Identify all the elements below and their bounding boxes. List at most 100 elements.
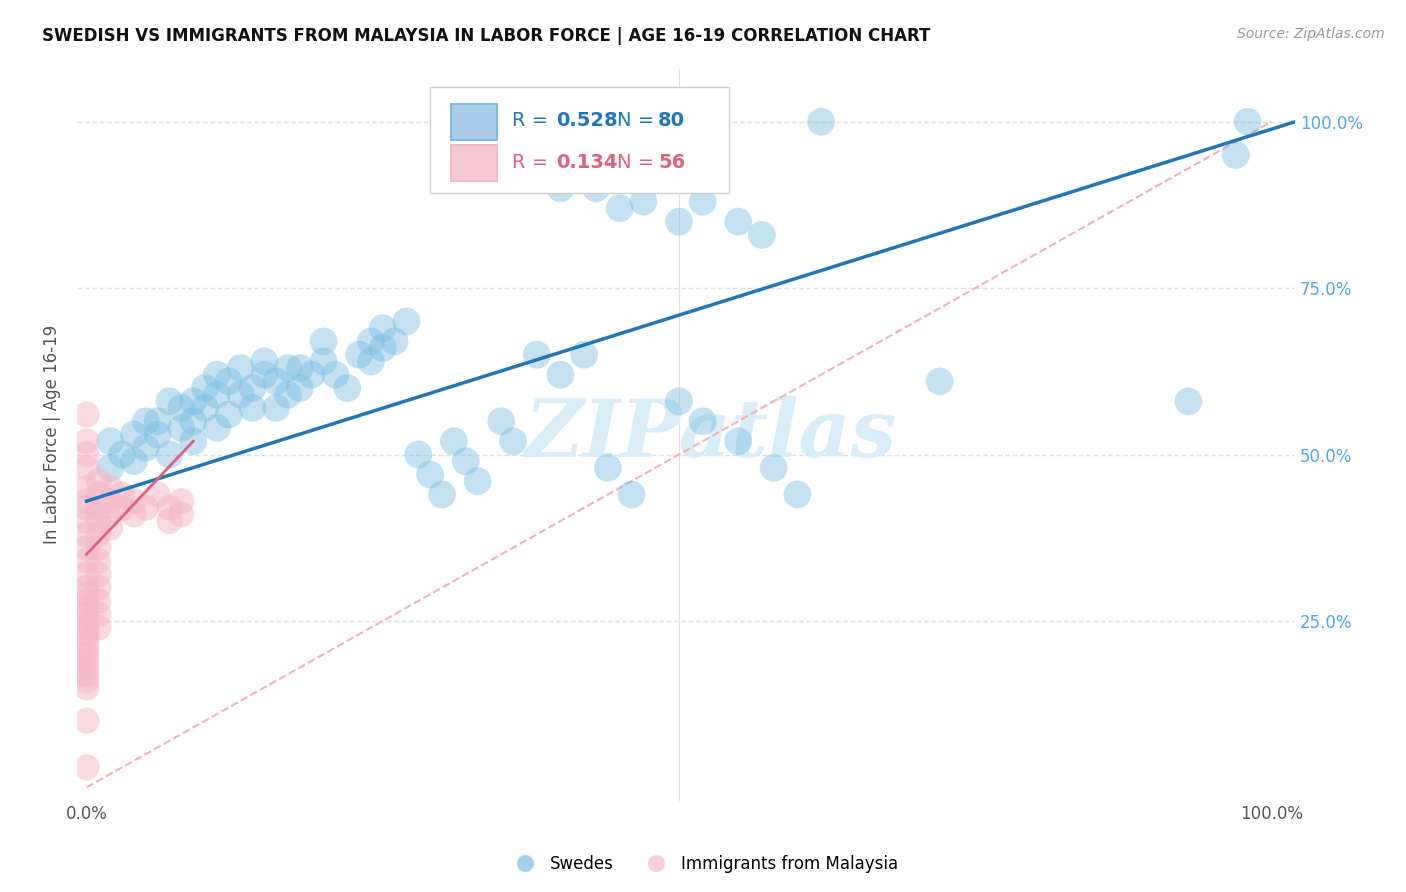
Point bbox=[325, 368, 347, 382]
Point bbox=[135, 500, 157, 515]
Point bbox=[181, 414, 204, 428]
Point bbox=[159, 514, 181, 528]
Point bbox=[242, 381, 264, 395]
Point bbox=[76, 567, 98, 582]
Y-axis label: In Labor Force | Age 16-19: In Labor Force | Age 16-19 bbox=[44, 325, 60, 544]
Point bbox=[633, 194, 655, 209]
Point bbox=[371, 321, 394, 335]
Point bbox=[76, 654, 98, 668]
Point bbox=[360, 334, 382, 349]
Point bbox=[76, 607, 98, 622]
Point bbox=[692, 194, 714, 209]
Point bbox=[170, 421, 193, 435]
Point bbox=[609, 202, 631, 216]
Point bbox=[122, 427, 145, 442]
Point bbox=[159, 448, 181, 462]
Text: 0.134: 0.134 bbox=[555, 153, 617, 172]
Point bbox=[928, 374, 950, 388]
Point bbox=[76, 554, 98, 568]
Point bbox=[242, 401, 264, 415]
Point bbox=[146, 414, 169, 428]
Point bbox=[692, 414, 714, 428]
Point bbox=[76, 673, 98, 688]
Point bbox=[76, 514, 98, 528]
Point bbox=[384, 334, 406, 349]
Point bbox=[87, 514, 110, 528]
Point bbox=[76, 587, 98, 601]
Point bbox=[76, 647, 98, 661]
Point bbox=[668, 214, 690, 228]
Point bbox=[87, 621, 110, 635]
Point bbox=[76, 500, 98, 515]
Point bbox=[87, 594, 110, 608]
Point bbox=[727, 434, 749, 449]
Point bbox=[727, 214, 749, 228]
Point bbox=[572, 348, 595, 362]
Point bbox=[87, 554, 110, 568]
Point bbox=[1225, 148, 1247, 162]
Point bbox=[170, 494, 193, 508]
Text: 0.528: 0.528 bbox=[555, 111, 617, 130]
Point bbox=[668, 394, 690, 409]
Text: N =: N = bbox=[617, 111, 661, 130]
Point bbox=[76, 494, 98, 508]
Point bbox=[229, 387, 252, 401]
Point bbox=[76, 633, 98, 648]
Point bbox=[194, 401, 217, 415]
Point bbox=[264, 374, 287, 388]
Point bbox=[550, 368, 572, 382]
Point bbox=[122, 508, 145, 522]
Point bbox=[596, 460, 619, 475]
Point bbox=[194, 381, 217, 395]
Text: 56: 56 bbox=[658, 153, 685, 172]
Point bbox=[87, 487, 110, 501]
Point bbox=[76, 541, 98, 555]
Point bbox=[87, 607, 110, 622]
Point bbox=[312, 354, 335, 368]
Legend: Swedes, Immigrants from Malaysia: Swedes, Immigrants from Malaysia bbox=[502, 848, 904, 880]
Point bbox=[277, 387, 299, 401]
Point bbox=[218, 374, 240, 388]
Point bbox=[489, 414, 512, 428]
Text: 80: 80 bbox=[658, 111, 685, 130]
Point bbox=[371, 341, 394, 355]
Point bbox=[264, 401, 287, 415]
Point bbox=[76, 481, 98, 495]
Point bbox=[408, 448, 430, 462]
Point bbox=[87, 567, 110, 582]
Point bbox=[76, 408, 98, 422]
Point bbox=[76, 667, 98, 681]
Point bbox=[786, 487, 808, 501]
Point bbox=[76, 448, 98, 462]
Point bbox=[467, 474, 489, 488]
Point bbox=[76, 527, 98, 541]
Point bbox=[360, 354, 382, 368]
Point bbox=[312, 334, 335, 349]
Point bbox=[336, 381, 359, 395]
Point bbox=[301, 368, 323, 382]
Point bbox=[111, 500, 134, 515]
Point bbox=[98, 460, 121, 475]
FancyBboxPatch shape bbox=[451, 145, 498, 180]
Point bbox=[146, 427, 169, 442]
Point bbox=[181, 394, 204, 409]
Point bbox=[1236, 115, 1258, 129]
Point bbox=[76, 760, 98, 774]
FancyBboxPatch shape bbox=[430, 87, 728, 193]
Point bbox=[288, 381, 311, 395]
Point bbox=[502, 161, 524, 176]
Point bbox=[87, 474, 110, 488]
Point bbox=[218, 408, 240, 422]
Point bbox=[253, 368, 276, 382]
Point bbox=[253, 354, 276, 368]
FancyBboxPatch shape bbox=[451, 104, 498, 139]
Point bbox=[76, 714, 98, 728]
Point bbox=[111, 448, 134, 462]
Point bbox=[76, 614, 98, 628]
Point bbox=[76, 640, 98, 655]
Point bbox=[277, 361, 299, 376]
Point bbox=[87, 541, 110, 555]
Point bbox=[585, 181, 607, 195]
Point bbox=[76, 621, 98, 635]
Point bbox=[76, 660, 98, 674]
